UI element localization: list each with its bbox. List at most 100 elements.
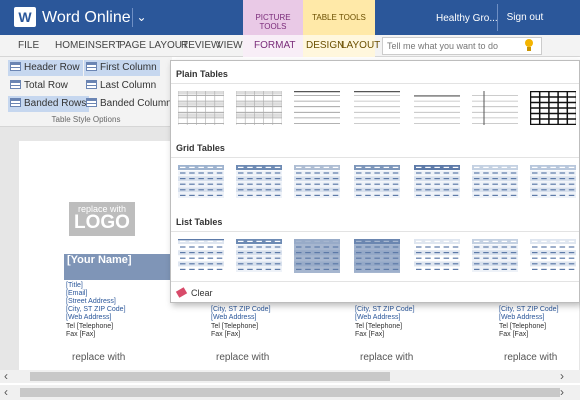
scrollbar-thumb[interactable] bbox=[20, 388, 560, 397]
banded-rows-option[interactable]: Banded Rows bbox=[8, 96, 90, 112]
card-web[interactable]: [Web Address] bbox=[66, 314, 112, 321]
app-name[interactable]: Word Online bbox=[42, 9, 131, 26]
option-label: Banded Columns bbox=[100, 98, 177, 109]
table-style-options-group: Header Row First Column Total Row Last C… bbox=[0, 57, 177, 127]
table-style-thumbnail[interactable] bbox=[236, 239, 282, 273]
table-style-thumbnail[interactable] bbox=[178, 165, 224, 199]
section-divider bbox=[171, 157, 579, 158]
table-style-thumbnail[interactable] bbox=[178, 91, 224, 125]
card-street[interactable]: [Street Address] bbox=[66, 298, 116, 305]
section-divider bbox=[171, 83, 579, 84]
logo-placeholder[interactable]: replace with LOGO bbox=[69, 202, 135, 236]
clear-style-button[interactable]: Clear bbox=[175, 287, 213, 298]
ribbon-tabs: FILE HOME INSERT PAGE LAYOUT REVIEW VIEW… bbox=[0, 35, 580, 57]
tab-layout[interactable]: LAYOUT bbox=[341, 40, 381, 51]
scroll-right-icon[interactable]: › bbox=[560, 369, 564, 383]
tell-me-input[interactable]: Tell me what you want to do bbox=[382, 37, 542, 55]
tab-page-layout[interactable]: PAGE LAYOUT bbox=[119, 40, 189, 51]
sign-out-button[interactable]: Sign out bbox=[497, 4, 552, 31]
picture-tools-tab-bg bbox=[243, 35, 303, 57]
table-style-thumbnail[interactable] bbox=[354, 165, 400, 199]
table-style-thumbnail[interactable] bbox=[530, 239, 576, 273]
table-style-thumbnail[interactable] bbox=[414, 165, 460, 199]
section-divider bbox=[171, 231, 579, 232]
card-tel[interactable]: Tel [Telephone] bbox=[211, 323, 259, 330]
word-logo-icon[interactable]: W bbox=[14, 7, 36, 27]
card-web[interactable]: [Web Address] bbox=[211, 314, 257, 321]
scroll-right-icon[interactable]: › bbox=[560, 385, 564, 399]
table-style-thumbnail[interactable] bbox=[354, 239, 400, 273]
table-style-thumbnail[interactable] bbox=[472, 91, 518, 125]
card-tel[interactable]: Tel [Telephone] bbox=[499, 323, 547, 330]
table-style-thumbnail[interactable] bbox=[236, 91, 282, 125]
section-plain-tables: Plain Tables bbox=[176, 69, 228, 79]
table-style-thumbnail[interactable] bbox=[294, 91, 340, 125]
table-icon bbox=[86, 62, 97, 71]
logo-line-1: replace with bbox=[77, 204, 127, 214]
header-row-option[interactable]: Header Row bbox=[8, 60, 83, 76]
card-fax[interactable]: Fax [Fax] bbox=[211, 331, 241, 338]
option-label: Banded Rows bbox=[24, 98, 87, 109]
first-column-option[interactable]: First Column bbox=[84, 60, 160, 76]
banded-columns-option[interactable]: Banded Columns bbox=[84, 96, 180, 112]
logo-placeholder-text[interactable]: replace with bbox=[216, 352, 270, 363]
card-city[interactable]: [City, ST ZIP Code] bbox=[66, 306, 126, 313]
section-list-tables: List Tables bbox=[176, 217, 223, 227]
tab-view[interactable]: VIEW bbox=[217, 40, 243, 51]
section-divider bbox=[171, 281, 579, 282]
section-grid-tables: Grid Tables bbox=[176, 143, 225, 153]
scrollbar-thumb[interactable] bbox=[30, 372, 390, 381]
last-column-option[interactable]: Last Column bbox=[84, 78, 159, 94]
total-row-option[interactable]: Total Row bbox=[8, 78, 71, 94]
logo-line-2: LOGO bbox=[74, 212, 130, 233]
card-fax[interactable]: Fax [Fax] bbox=[499, 331, 529, 338]
table-style-thumbnail[interactable] bbox=[354, 91, 400, 125]
table-style-thumbnail[interactable] bbox=[472, 239, 518, 273]
card-city[interactable]: [City, ST ZIP Code] bbox=[499, 306, 559, 313]
card-tel[interactable]: Tel [Telephone] bbox=[355, 323, 403, 330]
table-icon bbox=[10, 98, 21, 107]
scroll-left-icon[interactable]: ‹ bbox=[4, 385, 8, 399]
table-tools-label: TABLE TOOLS bbox=[303, 0, 375, 35]
table-tools-tab-bg bbox=[303, 35, 375, 57]
tab-insert[interactable]: INSERT bbox=[85, 40, 122, 51]
table-style-thumbnail[interactable] bbox=[530, 91, 576, 125]
tab-format[interactable]: FORMAT bbox=[254, 40, 296, 51]
tab-design[interactable]: DESIGN bbox=[306, 40, 345, 51]
table-style-thumbnail[interactable] bbox=[472, 165, 518, 199]
table-icon bbox=[86, 80, 97, 89]
eraser-icon bbox=[175, 287, 188, 298]
scroll-left-icon[interactable]: ‹ bbox=[4, 369, 8, 383]
card-email[interactable]: [Email] bbox=[66, 290, 88, 297]
logo-placeholder-text[interactable]: replace with bbox=[72, 352, 126, 363]
table-style-thumbnail[interactable] bbox=[414, 91, 460, 125]
user-name[interactable]: Healthy Gro... bbox=[436, 13, 498, 24]
card-fax[interactable]: Fax [Fax] bbox=[66, 331, 96, 338]
lightbulb-icon bbox=[525, 39, 533, 51]
horizontal-scrollbar[interactable]: ‹ › bbox=[0, 369, 580, 383]
table-style-thumbnail[interactable] bbox=[178, 239, 224, 273]
table-style-thumbnail[interactable] bbox=[530, 165, 576, 199]
card-web[interactable]: [Web Address] bbox=[499, 314, 545, 321]
table-style-thumbnail[interactable] bbox=[294, 239, 340, 273]
tab-file[interactable]: FILE bbox=[18, 40, 40, 51]
table-style-thumbnail[interactable] bbox=[294, 165, 340, 199]
card-city[interactable]: [City, ST ZIP Code] bbox=[355, 306, 415, 313]
tab-home[interactable]: HOME bbox=[55, 40, 85, 51]
logo-placeholder-text[interactable]: replace with bbox=[360, 352, 414, 363]
card-web[interactable]: [Web Address] bbox=[355, 314, 401, 321]
card-city[interactable]: [City, ST ZIP Code] bbox=[211, 306, 271, 313]
card-title[interactable]: [Title] bbox=[66, 282, 83, 289]
group-label: Table Style Options bbox=[51, 115, 121, 124]
table-style-thumbnail[interactable] bbox=[414, 239, 460, 273]
table-style-thumbnail[interactable] bbox=[236, 165, 282, 199]
logo-placeholder-text[interactable]: replace with bbox=[504, 352, 558, 363]
clear-label: Clear bbox=[191, 288, 213, 298]
your-name-block[interactable]: [Your Name] bbox=[64, 254, 170, 280]
card-tel[interactable]: Tel [Telephone] bbox=[66, 323, 114, 330]
card-fax[interactable]: Fax [Fax] bbox=[355, 331, 385, 338]
option-label: Total Row bbox=[24, 80, 68, 91]
tab-review[interactable]: REVIEW bbox=[181, 40, 221, 51]
window-scrollbar[interactable]: ‹ › bbox=[0, 385, 580, 400]
chevron-down-icon[interactable]: ⌄ bbox=[132, 8, 150, 27]
